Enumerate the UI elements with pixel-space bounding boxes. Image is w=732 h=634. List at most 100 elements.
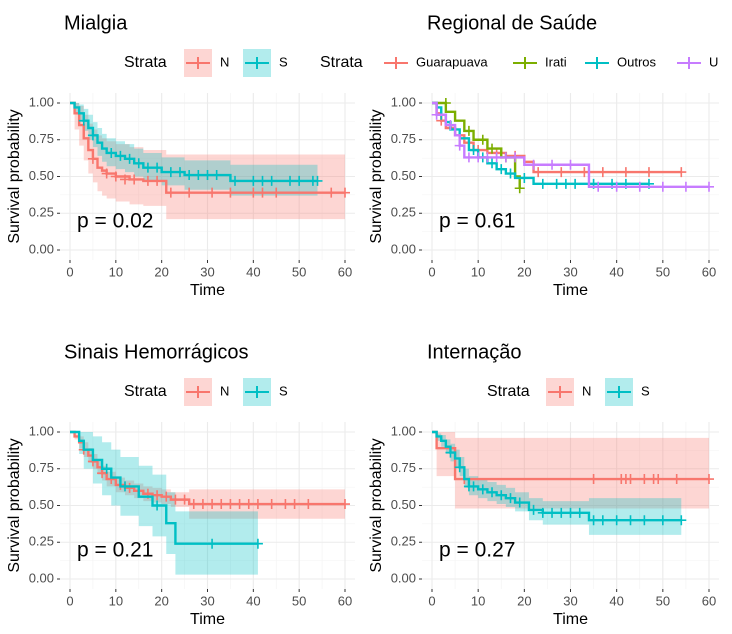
censor-mark [510, 152, 521, 163]
y-tick-label: 0.25 [391, 205, 416, 220]
y-axis-label: Survival probability [368, 438, 385, 572]
censor-mark [152, 500, 163, 511]
censor-mark [496, 164, 507, 175]
legend-label: Irati [545, 54, 567, 69]
censor-mark [556, 167, 567, 178]
censor-mark [625, 515, 636, 526]
x-tick-label: 20 [154, 593, 168, 608]
censor-mark [294, 175, 305, 186]
censor-mark [551, 178, 562, 189]
censor-mark [207, 538, 218, 549]
legend-title: Strata [124, 54, 167, 71]
censor-mark [257, 175, 268, 186]
censor-mark [704, 474, 714, 485]
y-tick-label: 0.00 [391, 241, 416, 256]
panel-internacao: Internação Strata N Sp = 0.27 0.00 0.25 0.50 0.… [368, 341, 719, 628]
censor-mark [87, 130, 98, 141]
censor-mark [312, 175, 323, 186]
censor-mark [676, 515, 687, 526]
y-tick-label: 1.00 [29, 94, 54, 109]
censor-mark [87, 153, 98, 164]
x-tick-label: 30 [200, 264, 214, 279]
censor-mark [597, 167, 608, 178]
censor-mark [152, 490, 163, 501]
censor-mark [676, 167, 687, 178]
legend-label: N [220, 383, 229, 398]
legend-label: S [279, 383, 288, 398]
y-tick-label: 1.00 [29, 423, 54, 438]
censor-mark [266, 499, 277, 510]
censor-mark [528, 504, 539, 515]
censor-mark [179, 494, 190, 505]
censor-mark [588, 515, 599, 526]
censor-mark [473, 152, 484, 163]
censor-mark [431, 109, 442, 120]
censor-mark [285, 175, 295, 186]
censor-mark [657, 181, 668, 192]
censor-mark [653, 474, 664, 485]
censor-mark [639, 515, 650, 526]
censor-mark [463, 152, 474, 163]
censor-mark [165, 167, 176, 178]
censor-mark [101, 463, 112, 474]
censor-mark [225, 499, 236, 510]
x-tick-label: 10 [471, 264, 485, 279]
censor-mark [243, 499, 254, 510]
legend-label: N [220, 54, 229, 69]
censor-mark [634, 181, 645, 192]
x-tick-label: 10 [109, 593, 123, 608]
censor-mark [620, 167, 631, 178]
x-tick-label: 40 [246, 593, 260, 608]
censor-mark [252, 538, 263, 549]
censor-mark [565, 507, 576, 518]
censor-mark [468, 145, 479, 156]
censor-mark [477, 134, 488, 145]
censor-mark [468, 481, 479, 492]
x-tick-label: 10 [471, 593, 485, 608]
y-tick-label: 0.25 [29, 205, 54, 220]
censor-mark [487, 487, 498, 498]
chart-title: Sinais Hemorrágicos [64, 341, 249, 363]
censor-mark [326, 187, 337, 198]
x-axis-label: Time [553, 282, 588, 299]
censor-mark [574, 507, 585, 518]
censor-mark [303, 499, 314, 510]
censor-mark [570, 178, 581, 189]
censor-mark [202, 170, 213, 181]
censor-mark [454, 462, 465, 473]
censor-mark [234, 499, 245, 510]
p-value: p = 0.02 [77, 210, 153, 233]
legend-title: Strata [487, 383, 530, 400]
y-tick-label: 1.00 [391, 94, 416, 109]
x-tick-label: 60 [338, 264, 352, 279]
censor-mark [496, 490, 507, 501]
legend-label: N [582, 383, 591, 398]
x-tick-label: 40 [609, 264, 623, 279]
y-axis-label: Survival probability [368, 109, 385, 243]
x-tick-label: 50 [292, 593, 306, 608]
y-tick-label: 0.00 [391, 570, 416, 585]
x-tick-label: 30 [200, 593, 214, 608]
legend: Strata N S [124, 49, 288, 77]
grid [422, 422, 719, 589]
x-tick-label: 20 [517, 264, 531, 279]
censor-mark [565, 159, 576, 170]
censor-mark [680, 181, 691, 192]
censor-mark [216, 499, 227, 510]
x-tick-label: 0 [66, 264, 73, 279]
x-tick-label: 0 [66, 593, 73, 608]
y-tick-label: 0.50 [29, 497, 54, 512]
censor-mark [184, 187, 195, 198]
censor-mark [142, 162, 153, 173]
censor-mark [257, 187, 268, 198]
censor-mark [547, 507, 558, 518]
censor-mark [152, 175, 163, 186]
censor-mark [611, 181, 622, 192]
x-tick-label: 50 [292, 264, 306, 279]
censor-mark [78, 115, 89, 126]
censor-mark [445, 120, 456, 131]
ci-band-n [432, 432, 709, 509]
censor-mark [207, 499, 218, 510]
censor-mark [266, 175, 277, 186]
